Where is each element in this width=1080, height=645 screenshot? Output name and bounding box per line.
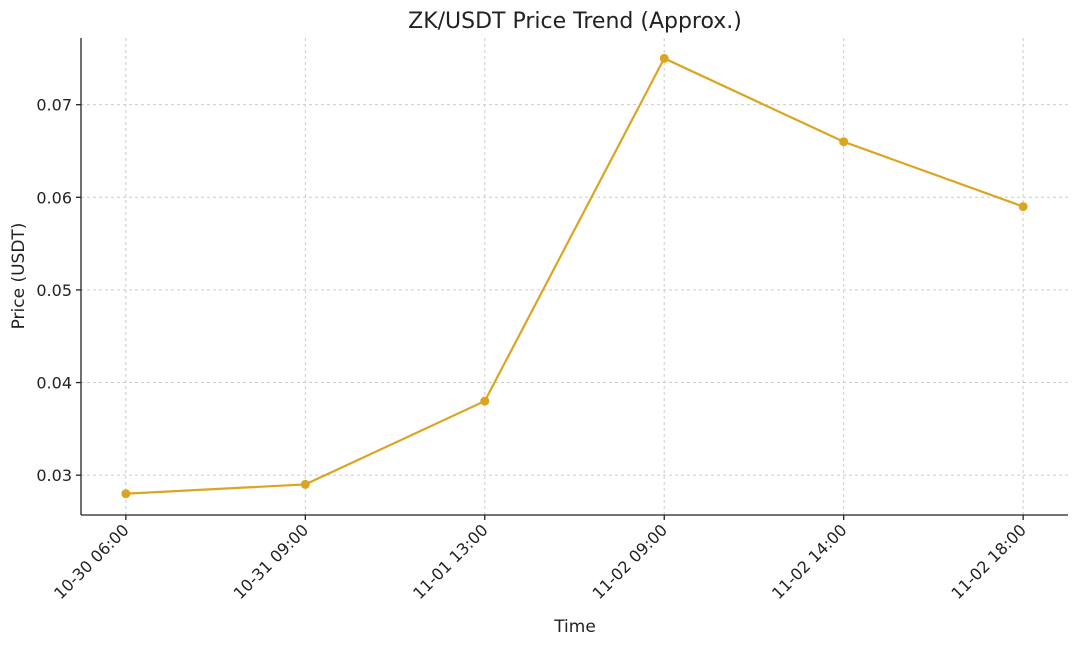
y-axis-label: Price (USDT) — [9, 223, 29, 330]
line — [125, 56, 1024, 495]
x-tick-label: 11-02 18:00 — [947, 520, 1030, 603]
x-tick-label: 10-31 09:00 — [230, 520, 313, 603]
point — [659, 53, 669, 63]
chart-title: ZK/USDT Price Trend (Approx.) — [408, 9, 742, 34]
x-tick-label: 11-02 14:00 — [768, 520, 851, 603]
point — [839, 137, 849, 147]
x-tick-label: 11-02 09:00 — [589, 520, 672, 603]
y-tick-label: 0.05 — [36, 281, 72, 300]
y-tick-label: 0.03 — [36, 466, 72, 485]
y-tick-label: 0.06 — [36, 188, 72, 207]
y-tick-label: 0.07 — [36, 96, 72, 115]
y-tick-label: 0.04 — [36, 374, 72, 393]
point — [121, 489, 131, 499]
point — [300, 479, 310, 489]
point — [1018, 202, 1028, 212]
x-tick-label: 11-01 13:00 — [409, 520, 492, 603]
x-axis-label: Time — [553, 617, 596, 637]
point — [480, 396, 490, 406]
x-tick-label: 10-30 06:00 — [50, 520, 133, 603]
